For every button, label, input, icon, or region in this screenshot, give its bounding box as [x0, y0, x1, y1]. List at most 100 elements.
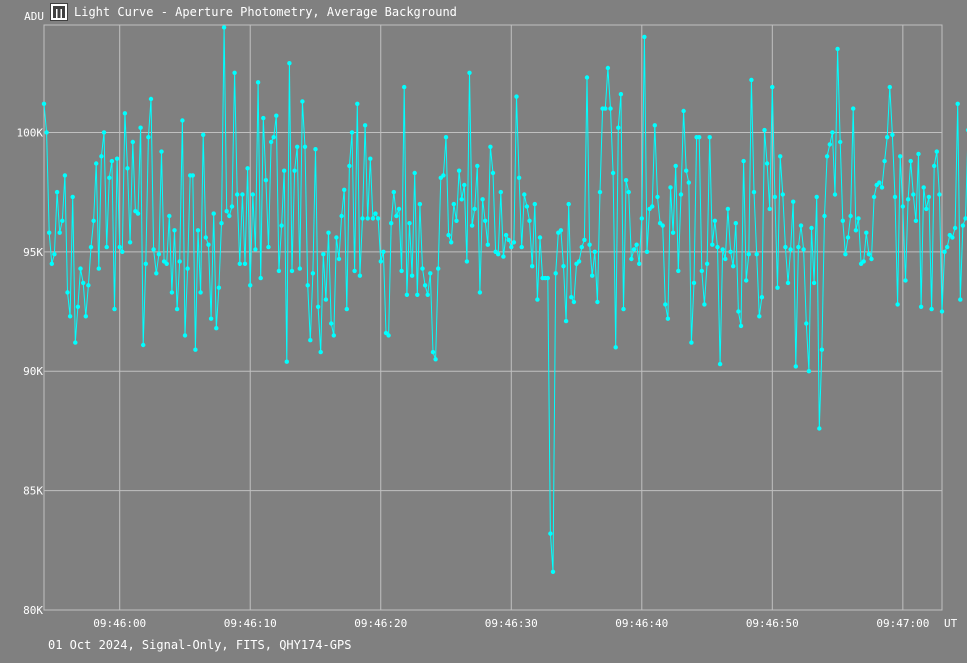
data-point[interactable]: [798, 223, 804, 228]
data-point[interactable]: [629, 256, 634, 262]
data-point[interactable]: [733, 221, 738, 226]
data-point[interactable]: [360, 216, 365, 221]
data-point[interactable]: [326, 230, 331, 235]
data-point[interactable]: [318, 349, 323, 355]
data-point[interactable]: [524, 204, 530, 209]
data-point[interactable]: [261, 115, 266, 121]
data-point[interactable]: [117, 244, 122, 250]
data-point[interactable]: [308, 338, 313, 343]
data-point[interactable]: [475, 163, 480, 169]
data-point[interactable]: [770, 84, 775, 90]
data-point[interactable]: [673, 163, 678, 169]
data-point[interactable]: [305, 283, 310, 288]
data-point[interactable]: [370, 216, 376, 221]
data-point[interactable]: [775, 285, 780, 290]
data-point[interactable]: [156, 252, 162, 257]
data-point[interactable]: [253, 247, 258, 252]
data-point[interactable]: [715, 244, 720, 250]
data-point[interactable]: [532, 201, 537, 207]
data-point[interactable]: [271, 135, 276, 140]
data-point[interactable]: [767, 206, 772, 212]
data-point[interactable]: [639, 216, 644, 221]
data-point[interactable]: [686, 180, 691, 185]
data-point[interactable]: [331, 333, 336, 338]
data-point[interactable]: [313, 147, 318, 152]
data-point[interactable]: [185, 266, 190, 271]
data-point[interactable]: [830, 130, 835, 135]
data-point[interactable]: [373, 211, 378, 216]
data-point[interactable]: [375, 216, 381, 221]
data-point[interactable]: [697, 135, 702, 140]
data-point[interactable]: [895, 302, 900, 307]
data-point[interactable]: [561, 264, 566, 269]
data-point[interactable]: [172, 228, 177, 233]
data-point[interactable]: [483, 218, 488, 223]
data-point[interactable]: [603, 106, 608, 111]
data-point[interactable]: [848, 213, 853, 219]
data-point[interactable]: [469, 223, 475, 228]
data-point[interactable]: [514, 94, 519, 99]
data-point[interactable]: [566, 201, 571, 207]
data-point[interactable]: [911, 192, 916, 197]
data-point[interactable]: [571, 299, 577, 305]
data-point[interactable]: [804, 321, 809, 326]
data-point[interactable]: [725, 206, 731, 212]
data-point[interactable]: [250, 192, 255, 197]
data-point[interactable]: [409, 273, 415, 278]
data-point[interactable]: [519, 244, 524, 250]
data-point[interactable]: [114, 156, 120, 161]
data-point[interactable]: [809, 225, 814, 231]
data-point[interactable]: [190, 173, 195, 178]
data-point[interactable]: [159, 149, 164, 154]
data-point[interactable]: [689, 340, 694, 345]
data-point[interactable]: [764, 161, 770, 166]
data-point[interactable]: [81, 280, 86, 286]
data-point[interactable]: [704, 261, 710, 266]
data-point[interactable]: [237, 261, 242, 266]
data-point[interactable]: [856, 216, 861, 221]
data-point[interactable]: [54, 189, 60, 195]
data-point[interactable]: [608, 106, 613, 111]
data-point[interactable]: [151, 247, 156, 252]
data-point[interactable]: [227, 213, 232, 219]
data-point[interactable]: [945, 244, 950, 250]
data-point[interactable]: [107, 175, 112, 180]
data-point[interactable]: [60, 218, 65, 223]
data-point[interactable]: [501, 254, 506, 259]
data-point[interactable]: [472, 206, 477, 212]
data-point[interactable]: [576, 259, 582, 264]
data-point[interactable]: [811, 280, 817, 286]
data-point[interactable]: [287, 61, 292, 66]
data-point[interactable]: [216, 285, 222, 290]
data-point[interactable]: [430, 349, 436, 355]
data-point[interactable]: [347, 163, 352, 169]
data-point[interactable]: [921, 185, 926, 190]
data-point[interactable]: [759, 295, 765, 300]
data-point[interactable]: [433, 357, 438, 362]
data-point[interactable]: [511, 240, 517, 245]
data-point[interactable]: [368, 156, 373, 161]
data-point[interactable]: [819, 347, 825, 352]
data-point[interactable]: [174, 306, 180, 312]
data-point[interactable]: [120, 249, 125, 254]
data-point[interactable]: [485, 242, 490, 247]
data-point[interactable]: [496, 252, 501, 257]
data-point[interactable]: [579, 244, 584, 250]
data-point[interactable]: [498, 189, 503, 195]
data-point[interactable]: [258, 275, 263, 281]
data-point[interactable]: [778, 154, 783, 159]
data-point[interactable]: [963, 216, 967, 221]
data-point[interactable]: [245, 166, 250, 171]
data-point[interactable]: [96, 266, 102, 271]
data-point[interactable]: [877, 180, 882, 185]
data-point[interactable]: [853, 228, 859, 233]
data-point[interactable]: [86, 283, 91, 288]
data-point[interactable]: [871, 194, 877, 200]
data-point[interactable]: [415, 292, 420, 297]
data-point[interactable]: [916, 151, 921, 157]
data-point[interactable]: [65, 290, 70, 295]
data-point[interactable]: [389, 221, 394, 226]
data-point[interactable]: [208, 316, 214, 321]
data-point[interactable]: [334, 235, 339, 240]
